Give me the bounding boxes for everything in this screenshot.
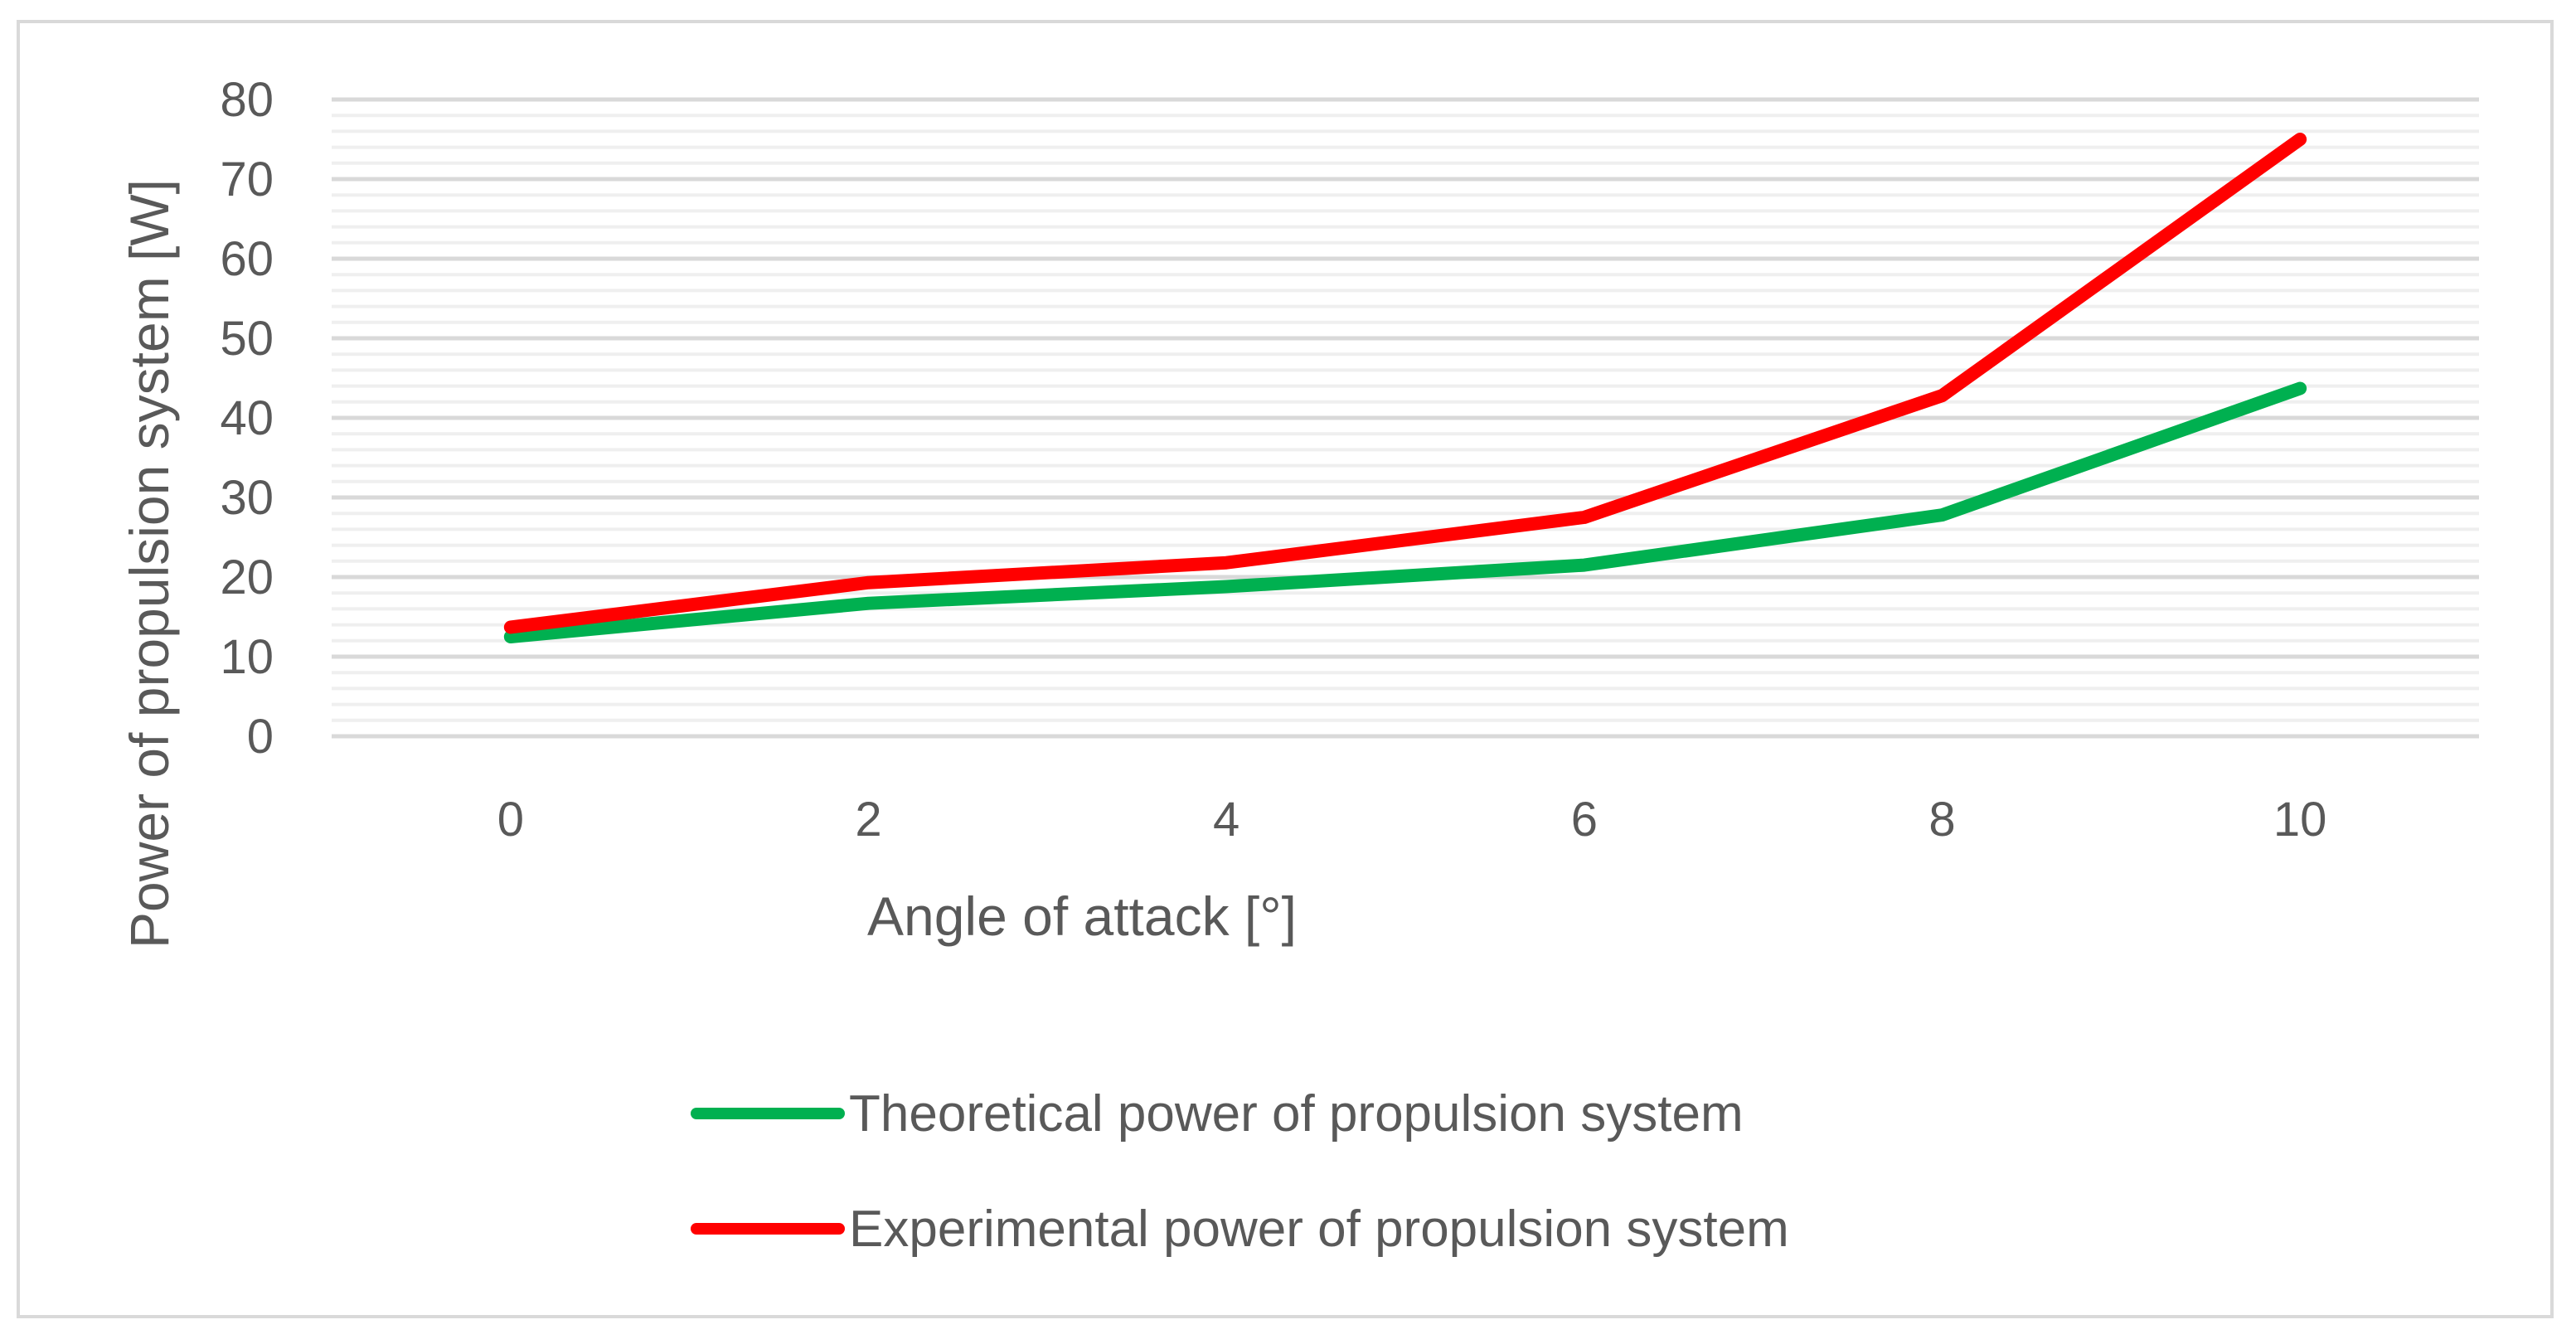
series-line-theoretical — [503, 381, 2307, 643]
x-tick-label: 10 — [2273, 793, 2327, 847]
x-tick-label: 4 — [1213, 793, 1239, 847]
data-point — [1584, 517, 1585, 518]
y-tick-label: 0 — [247, 710, 274, 764]
data-point — [2299, 387, 2301, 389]
y-tick-label: 70 — [220, 153, 274, 206]
chart-frame — [17, 20, 2554, 1318]
data-point — [1584, 565, 1585, 566]
x-tick-label: 2 — [855, 793, 881, 847]
x-tick-label: 8 — [1928, 793, 1955, 847]
data-point — [510, 636, 512, 638]
data-point — [868, 582, 870, 584]
x-tick-label: 0 — [497, 793, 524, 847]
data-point — [1225, 586, 1227, 588]
y-axis-ticks: 0 10 20 30 40 50 60 70 80 — [220, 73, 274, 764]
legend-label-experimental: Experimental power of propulsion system — [849, 1201, 1789, 1258]
x-axis-title: Angle of attack [°] — [867, 885, 1297, 947]
data-point — [510, 626, 512, 628]
data-point — [1225, 562, 1227, 564]
y-tick-label: 40 — [220, 391, 274, 445]
data-point — [2299, 138, 2301, 140]
gridlines — [332, 97, 2479, 739]
data-point — [868, 603, 870, 604]
y-tick-label: 30 — [220, 471, 274, 525]
y-tick-label: 60 — [220, 232, 274, 286]
y-tick-label: 10 — [220, 630, 274, 684]
series-line-experimental — [503, 133, 2307, 634]
y-axis-title: Power of propulsion system [W] — [119, 179, 180, 949]
legend: Theoretical power of propulsion system E… — [691, 1085, 1789, 1258]
series-lines — [503, 133, 2307, 643]
legend-label-theoretical: Theoretical power of propulsion system — [849, 1085, 1744, 1143]
data-point — [1942, 395, 1943, 396]
x-tick-label: 6 — [1571, 793, 1598, 847]
y-tick-label: 50 — [220, 312, 274, 366]
x-axis-ticks: 0 2 4 6 8 10 — [497, 793, 2327, 847]
y-tick-label: 80 — [220, 73, 274, 127]
y-tick-label: 20 — [220, 551, 274, 604]
data-point — [1942, 514, 1943, 516]
